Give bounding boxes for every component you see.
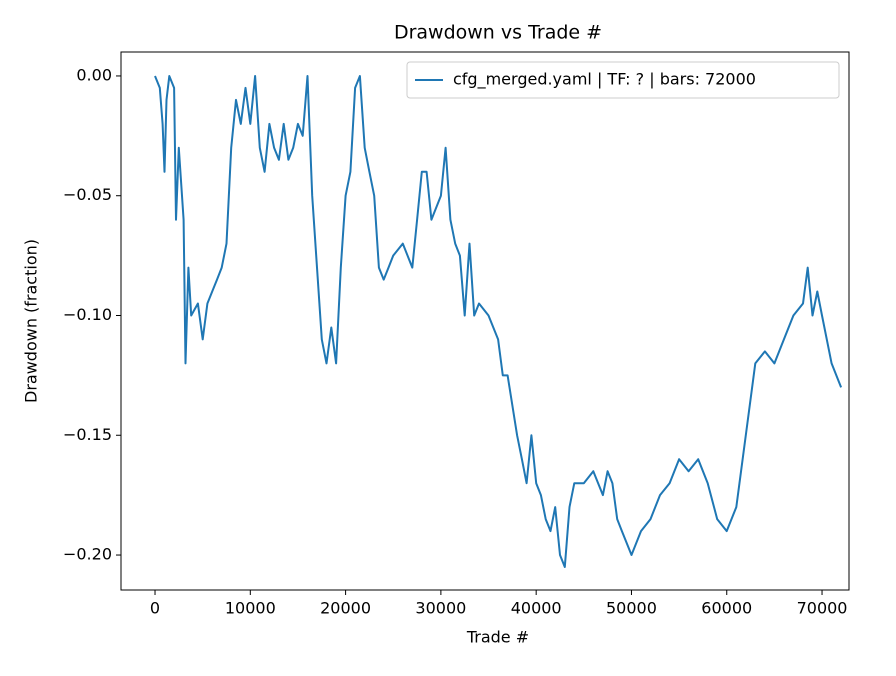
x-tick-label: 30000 [415, 599, 466, 618]
x-axis-label: Trade # [466, 628, 529, 647]
x-tick-label: 10000 [225, 599, 276, 618]
x-tick-label: 0 [150, 599, 160, 618]
y-tick-label: 0.00 [76, 65, 112, 84]
chart-title: Drawdown vs Trade # [394, 22, 602, 44]
x-tick-label: 70000 [797, 599, 848, 618]
legend-label: cfg_merged.yaml | TF: ? | bars: 72000 [453, 70, 756, 90]
x-tick-label: 60000 [701, 599, 752, 618]
axes-frame [120, 51, 850, 591]
y-tick-label: −0.20 [63, 545, 112, 564]
x-tick-label: 40000 [511, 599, 562, 618]
legend: cfg_merged.yaml | TF: ? | bars: 72000 [406, 61, 840, 99]
y-tick-label: −0.05 [63, 185, 112, 204]
x-tick-label: 20000 [320, 599, 371, 618]
y-tick-label: −0.10 [63, 305, 112, 324]
y-tick-label: −0.15 [63, 425, 112, 444]
data-line [154, 75, 843, 568]
y-axis-label: Drawdown (fraction) [22, 239, 41, 403]
legend-box [406, 61, 840, 99]
x-tick-label: 50000 [606, 599, 657, 618]
